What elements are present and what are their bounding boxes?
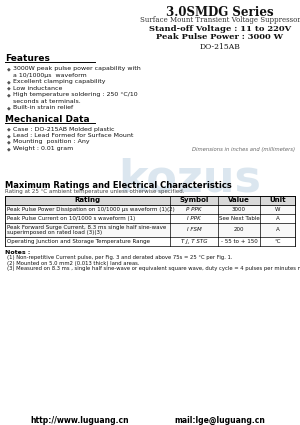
Text: (3) Measured on 8.3 ms , single half sine-wave or equivalent square wave, duty c: (3) Measured on 8.3 ms , single half sin… [7, 266, 300, 271]
Text: 200: 200 [234, 227, 244, 232]
Text: (2) Mounted on 5.0 mm2 (0.013 thick) land areas.: (2) Mounted on 5.0 mm2 (0.013 thick) lan… [7, 261, 140, 266]
Text: 3.0SMDG Series: 3.0SMDG Series [166, 6, 274, 19]
Text: Peak Forward Surge Current, 8.3 ms single half sine-wave: Peak Forward Surge Current, 8.3 ms singl… [7, 224, 166, 230]
Text: ◆: ◆ [7, 133, 11, 138]
Text: Mechanical Data: Mechanical Data [5, 114, 90, 124]
Text: 3000W peak pulse power capability with: 3000W peak pulse power capability with [13, 66, 141, 71]
Text: http://www.luguang.cn: http://www.luguang.cn [31, 416, 129, 425]
FancyBboxPatch shape [5, 204, 295, 213]
Text: Stand-off Voltage : 11 to 220V: Stand-off Voltage : 11 to 220V [149, 25, 291, 33]
Text: High temperature soldering : 250 °C/10: High temperature soldering : 250 °C/10 [13, 92, 138, 97]
Text: ◆: ◆ [7, 92, 11, 97]
Text: - 55 to + 150: - 55 to + 150 [220, 238, 257, 244]
Text: ◆: ◆ [7, 105, 11, 110]
Text: W: W [275, 207, 280, 212]
Text: Excellent clamping capability: Excellent clamping capability [13, 79, 106, 84]
Text: ◆: ◆ [7, 146, 11, 151]
Text: Operating Junction and Storage Temperature Range: Operating Junction and Storage Temperatu… [7, 238, 150, 244]
Text: Peak Pulse Power Dissipation on 10/1000 μs waveform (1)(2): Peak Pulse Power Dissipation on 10/1000 … [7, 207, 175, 212]
Text: seconds at terminals.: seconds at terminals. [13, 99, 81, 104]
Text: Lead : Lead Formed for Surface Mount: Lead : Lead Formed for Surface Mount [13, 133, 134, 138]
Text: I PPK: I PPK [187, 215, 201, 221]
Text: 3000: 3000 [232, 207, 246, 212]
Text: See Next Table: See Next Table [219, 215, 260, 221]
Text: Symbol: Symbol [179, 197, 209, 203]
Text: A: A [276, 215, 279, 221]
Text: (1) Non-repetitive Current pulse, per Fig. 3 and derated above 75s = 25 °C per F: (1) Non-repetitive Current pulse, per Fi… [7, 255, 232, 260]
FancyBboxPatch shape [5, 213, 295, 223]
Text: Peak Pulse Power : 3000 W: Peak Pulse Power : 3000 W [157, 33, 284, 41]
Text: Unit: Unit [269, 197, 286, 203]
Text: ◆: ◆ [7, 85, 11, 91]
Text: DO-215AB: DO-215AB [200, 43, 240, 51]
Text: Features: Features [5, 54, 50, 63]
Text: Weight : 0.01 gram: Weight : 0.01 gram [13, 146, 73, 151]
Text: P PPK: P PPK [186, 207, 202, 212]
Text: T J, T STG: T J, T STG [181, 238, 207, 244]
Text: Surface Mount Transient Voltage Suppressor: Surface Mount Transient Voltage Suppress… [140, 16, 300, 24]
Text: mail:lge@luguang.cn: mail:lge@luguang.cn [175, 416, 266, 425]
Text: Rating: Rating [74, 197, 101, 203]
Text: Value: Value [228, 197, 250, 203]
Text: Dimensions in inches and (millimeters): Dimensions in inches and (millimeters) [192, 147, 295, 151]
Text: Mounting  position : Any: Mounting position : Any [13, 139, 90, 144]
Text: Case : DO-215AB Molded plastic: Case : DO-215AB Molded plastic [13, 127, 115, 131]
Text: a 10/1000μs  waveform: a 10/1000μs waveform [13, 73, 87, 77]
Text: Peak Pulse Current on 10/1000 s waveform (1): Peak Pulse Current on 10/1000 s waveform… [7, 215, 135, 221]
FancyBboxPatch shape [5, 223, 295, 236]
Text: Maximum Ratings and Electrical Characteristics: Maximum Ratings and Electrical Character… [5, 181, 232, 190]
Text: ◆: ◆ [7, 66, 11, 71]
FancyBboxPatch shape [5, 196, 295, 204]
Text: ◆: ◆ [7, 139, 11, 144]
Text: I FSM: I FSM [187, 227, 201, 232]
Text: Built-in strain relief: Built-in strain relief [13, 105, 73, 110]
Text: A: A [276, 227, 279, 232]
Text: ◆: ◆ [7, 127, 11, 131]
Text: ◆: ◆ [7, 79, 11, 84]
Text: °C: °C [274, 238, 281, 244]
Text: superimposed on rated load (3)(3): superimposed on rated load (3)(3) [7, 230, 102, 235]
FancyBboxPatch shape [5, 236, 295, 246]
Text: Low inductance: Low inductance [13, 85, 62, 91]
Text: Notes :: Notes : [5, 249, 30, 255]
Text: kozus: kozus [118, 158, 262, 201]
Text: Rating at 25 °C ambient temperature unless otherwise specified.: Rating at 25 °C ambient temperature unle… [5, 189, 184, 193]
